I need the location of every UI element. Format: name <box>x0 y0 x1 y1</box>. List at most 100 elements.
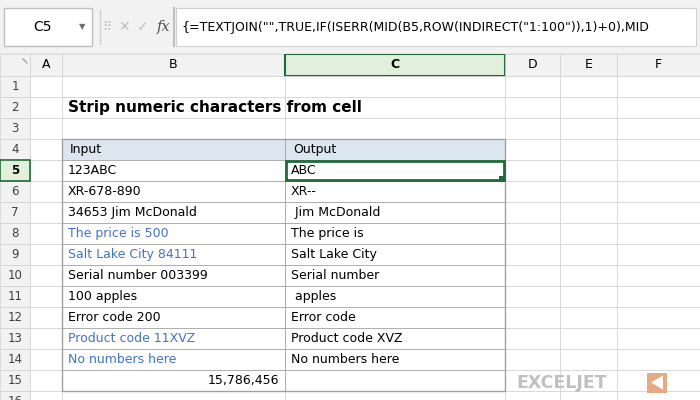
Bar <box>560 223 617 244</box>
Text: apples: apples <box>291 290 336 303</box>
Bar <box>0 391 30 400</box>
Bar <box>286 161 504 180</box>
Bar <box>285 307 505 328</box>
Bar <box>285 202 505 223</box>
Bar <box>285 391 505 400</box>
Bar <box>560 307 617 328</box>
Text: 14: 14 <box>8 353 22 366</box>
Bar <box>285 160 505 181</box>
Bar <box>505 181 560 202</box>
Bar <box>617 265 700 286</box>
Bar <box>285 307 505 328</box>
Text: 10: 10 <box>8 269 22 282</box>
Bar <box>62 328 285 349</box>
Bar <box>560 118 617 139</box>
Bar <box>0 286 30 307</box>
Text: D: D <box>528 58 538 72</box>
Text: The price is: The price is <box>291 227 368 240</box>
Bar <box>62 139 285 160</box>
Bar <box>62 202 285 223</box>
Bar <box>62 181 285 202</box>
Text: No numbers here: No numbers here <box>291 353 400 366</box>
Bar <box>0 118 30 139</box>
Bar <box>617 307 700 328</box>
Text: ▼: ▼ <box>78 22 85 32</box>
Bar <box>285 118 505 139</box>
Bar <box>0 244 30 265</box>
Text: ✓: ✓ <box>137 20 149 34</box>
Bar <box>0 370 30 391</box>
Bar <box>285 328 505 349</box>
Bar <box>617 160 700 181</box>
Text: Jim McDonald: Jim McDonald <box>291 206 380 219</box>
Bar <box>285 286 505 307</box>
Bar <box>0 54 30 76</box>
Bar <box>62 349 285 370</box>
Bar <box>505 391 560 400</box>
Bar <box>62 160 285 181</box>
Bar <box>560 181 617 202</box>
Bar <box>285 286 505 307</box>
Bar <box>30 307 62 328</box>
Bar <box>285 181 505 202</box>
Text: ✕: ✕ <box>118 20 130 34</box>
Bar <box>505 370 560 391</box>
Bar <box>62 139 505 391</box>
Bar <box>285 76 505 97</box>
Bar <box>30 202 62 223</box>
Bar <box>285 244 505 265</box>
Bar <box>285 160 505 181</box>
Bar <box>62 370 285 391</box>
Bar <box>62 223 285 244</box>
Bar <box>62 160 285 181</box>
Bar <box>0 223 30 244</box>
Bar <box>0 202 30 223</box>
Bar <box>62 97 285 118</box>
Text: 100 apples: 100 apples <box>68 290 137 303</box>
Bar <box>617 328 700 349</box>
Bar <box>30 349 62 370</box>
Text: 13: 13 <box>8 332 22 345</box>
Text: ABC: ABC <box>291 164 316 177</box>
Text: 3: 3 <box>11 122 19 135</box>
Bar <box>62 54 285 76</box>
Bar <box>560 370 617 391</box>
Bar <box>62 349 285 370</box>
Text: 15,786,456: 15,786,456 <box>207 374 279 387</box>
Bar <box>617 286 700 307</box>
Text: B: B <box>169 58 178 72</box>
Bar <box>505 202 560 223</box>
Bar <box>30 139 62 160</box>
Text: 34653 Jim McDonald: 34653 Jim McDonald <box>68 206 197 219</box>
Bar <box>30 244 62 265</box>
Bar <box>560 202 617 223</box>
Bar <box>62 202 285 223</box>
Bar <box>62 244 285 265</box>
Text: E: E <box>584 58 592 72</box>
Bar <box>62 265 285 286</box>
Text: 4: 4 <box>11 143 19 156</box>
Text: Product code 11XVZ: Product code 11XVZ <box>68 332 195 345</box>
Bar <box>617 139 700 160</box>
Bar <box>62 307 285 328</box>
Bar <box>617 223 700 244</box>
Bar <box>560 76 617 97</box>
Bar <box>0 160 30 181</box>
Text: 12: 12 <box>8 311 22 324</box>
Text: XR--: XR-- <box>291 185 317 198</box>
Bar <box>617 370 700 391</box>
Bar <box>505 328 560 349</box>
Bar <box>285 349 505 370</box>
Bar <box>62 265 285 286</box>
Bar <box>62 307 285 328</box>
Bar <box>62 76 285 97</box>
Bar <box>505 139 560 160</box>
Text: {=TEXTJOIN("",TRUE,IF(ISERR(MID(B5,ROW(INDIRECT("1:100")),1)+0),MID: {=TEXTJOIN("",TRUE,IF(ISERR(MID(B5,ROW(I… <box>181 20 649 34</box>
Bar <box>30 265 62 286</box>
Bar <box>285 97 505 118</box>
Bar <box>285 181 505 202</box>
Text: Salt Lake City 84111: Salt Lake City 84111 <box>68 248 197 261</box>
Bar <box>0 76 30 97</box>
Bar <box>62 391 285 400</box>
Bar <box>0 97 30 118</box>
